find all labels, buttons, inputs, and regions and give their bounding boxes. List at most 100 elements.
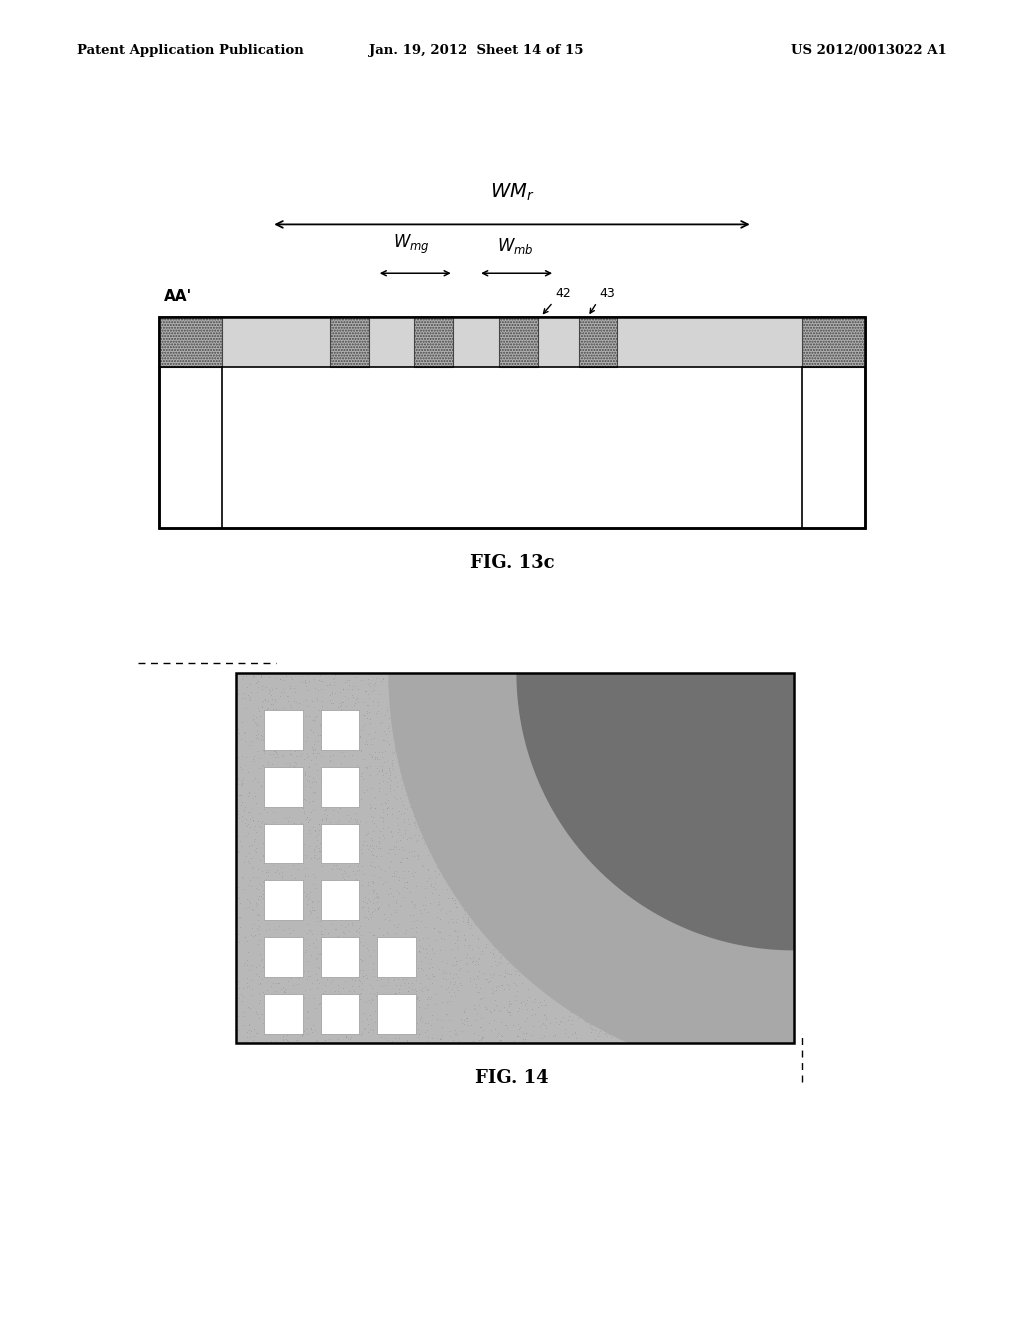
Point xyxy=(296,803,312,824)
Point xyxy=(742,869,759,890)
Point xyxy=(645,866,662,887)
Point xyxy=(748,836,764,857)
Point xyxy=(775,755,792,776)
Point xyxy=(250,701,266,722)
Bar xyxy=(802,317,865,367)
Point xyxy=(583,1022,599,1043)
Point xyxy=(441,722,458,743)
Point xyxy=(685,784,701,805)
Point xyxy=(316,800,333,821)
Point xyxy=(265,813,282,834)
Point xyxy=(663,863,679,884)
Point xyxy=(427,993,443,1014)
Point xyxy=(417,946,433,968)
Point xyxy=(280,998,296,1019)
Point xyxy=(725,895,741,916)
Point xyxy=(591,870,607,891)
Point xyxy=(646,1030,663,1051)
Point xyxy=(364,834,380,855)
Point xyxy=(440,808,457,829)
Point xyxy=(650,1011,667,1032)
Point xyxy=(413,715,429,737)
Point xyxy=(289,941,305,962)
Point xyxy=(725,668,741,689)
Point xyxy=(637,701,653,722)
Point xyxy=(340,900,356,921)
Point xyxy=(509,888,525,909)
Point xyxy=(707,995,723,1016)
Point xyxy=(640,1014,656,1035)
Point xyxy=(306,937,323,958)
Point xyxy=(261,759,278,780)
Point xyxy=(326,1007,342,1028)
Point xyxy=(656,729,673,750)
Point xyxy=(570,909,587,931)
Point xyxy=(358,939,375,960)
Point xyxy=(775,902,792,923)
Point xyxy=(758,770,774,791)
Point xyxy=(663,746,679,767)
Point xyxy=(354,935,371,956)
Point xyxy=(460,911,476,932)
Point xyxy=(633,829,649,850)
Point xyxy=(329,834,345,855)
Point xyxy=(631,697,647,718)
Point xyxy=(526,899,543,920)
Point xyxy=(462,672,478,693)
Point xyxy=(408,981,424,1002)
Point xyxy=(403,777,420,799)
Point xyxy=(541,908,557,929)
Point xyxy=(676,766,692,787)
Point xyxy=(584,665,600,686)
Point xyxy=(590,940,606,961)
Point xyxy=(669,883,685,904)
Point xyxy=(241,783,257,804)
Point xyxy=(361,764,378,785)
Point xyxy=(236,1002,252,1023)
Point xyxy=(299,894,315,915)
Point xyxy=(763,681,779,702)
Point xyxy=(362,797,379,818)
Point xyxy=(311,714,328,735)
Point xyxy=(305,739,322,760)
Point xyxy=(572,920,589,941)
Point xyxy=(745,1022,762,1043)
Point xyxy=(725,985,741,1006)
Point xyxy=(717,686,733,708)
Point xyxy=(734,751,751,772)
Point xyxy=(340,913,356,935)
Point xyxy=(272,681,289,702)
Point xyxy=(727,841,743,862)
Point xyxy=(744,956,761,977)
Point xyxy=(230,977,247,998)
Point xyxy=(242,673,258,694)
Point xyxy=(751,944,767,965)
Point xyxy=(371,833,387,854)
Point xyxy=(399,809,416,830)
Point xyxy=(284,932,300,953)
Point xyxy=(694,705,711,726)
Point xyxy=(665,884,681,906)
Point xyxy=(390,940,407,961)
Point xyxy=(641,931,657,952)
Point xyxy=(414,787,430,808)
Point xyxy=(644,975,660,997)
Point xyxy=(451,979,467,1001)
Point xyxy=(321,1028,337,1049)
Point xyxy=(608,953,625,974)
Point xyxy=(764,758,780,779)
Point xyxy=(601,690,617,711)
Point xyxy=(281,779,297,800)
Point xyxy=(715,896,731,917)
Point xyxy=(621,768,637,789)
Point xyxy=(439,690,456,711)
Point xyxy=(335,678,351,700)
Point xyxy=(421,781,437,803)
Point xyxy=(393,768,410,789)
Point xyxy=(705,935,721,956)
Point xyxy=(484,804,501,825)
Point xyxy=(708,861,724,882)
Point xyxy=(600,734,616,755)
Point xyxy=(549,923,565,944)
Point xyxy=(359,892,376,913)
